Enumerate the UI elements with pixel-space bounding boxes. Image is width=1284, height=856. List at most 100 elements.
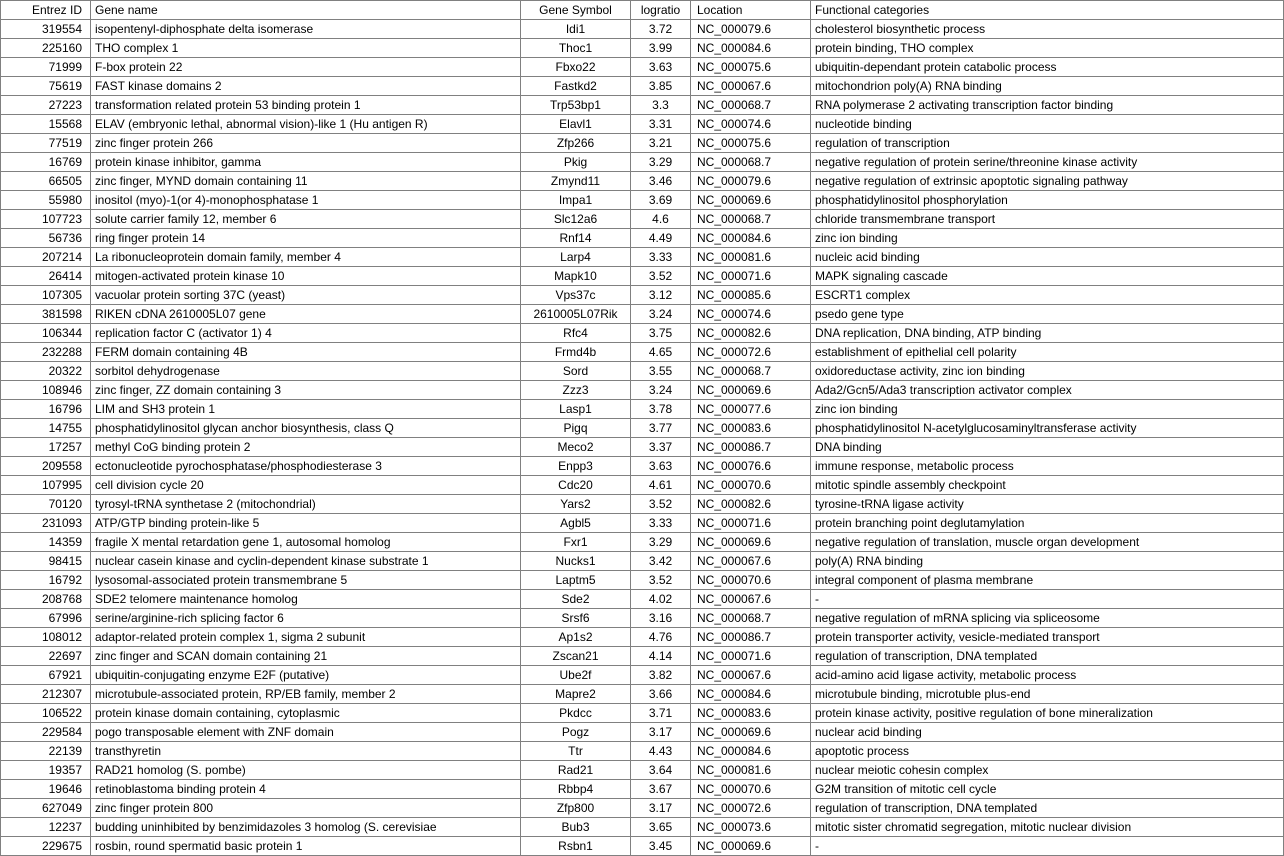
cell-logratio: 3.45	[631, 837, 691, 856]
cell-symbol: Thoc1	[521, 39, 631, 58]
cell-logratio: 3.67	[631, 780, 691, 799]
cell-symbol: Fbxo22	[521, 58, 631, 77]
header-gene-name: Gene name	[91, 1, 521, 20]
cell-location: NC_000073.6	[691, 818, 811, 837]
cell-name: ectonucleotide pyrochosphatase/phosphodi…	[91, 457, 521, 476]
cell-func: negative regulation of extrinsic apoptot…	[811, 172, 1284, 191]
cell-location: NC_000069.6	[691, 381, 811, 400]
cell-name: lysosomal-associated protein transmembra…	[91, 571, 521, 590]
cell-func: protein transporter activity, vesicle-me…	[811, 628, 1284, 647]
cell-entrez: 98415	[1, 552, 91, 571]
cell-symbol: Lasp1	[521, 400, 631, 419]
table-row: 229675rosbin, round spermatid basic prot…	[1, 837, 1284, 856]
table-body: 319554isopentenyl-diphosphate delta isom…	[1, 20, 1284, 856]
cell-func: regulation of transcription, DNA templat…	[811, 799, 1284, 818]
table-row: 108946zinc finger, ZZ domain containing …	[1, 381, 1284, 400]
cell-name: isopentenyl-diphosphate delta isomerase	[91, 20, 521, 39]
cell-name: fragile X mental retardation gene 1, aut…	[91, 533, 521, 552]
table-row: 229584pogo transposable element with ZNF…	[1, 723, 1284, 742]
cell-name: adaptor-related protein complex 1, sigma…	[91, 628, 521, 647]
cell-name: methyl CoG binding protein 2	[91, 438, 521, 457]
cell-logratio: 3.37	[631, 438, 691, 457]
cell-symbol: Ap1s2	[521, 628, 631, 647]
header-gene-symbol: Gene Symbol	[521, 1, 631, 20]
cell-entrez: 107723	[1, 210, 91, 229]
cell-func: psedo gene type	[811, 305, 1284, 324]
table-row: 71999F-box protein 22Fbxo223.63NC_000075…	[1, 58, 1284, 77]
cell-symbol: Zscan21	[521, 647, 631, 666]
cell-entrez: 229675	[1, 837, 91, 856]
cell-func: nuclear meiotic cohesin complex	[811, 761, 1284, 780]
cell-entrez: 14359	[1, 533, 91, 552]
cell-func: nucleic acid binding	[811, 248, 1284, 267]
cell-name: transformation related protein 53 bindin…	[91, 96, 521, 115]
cell-symbol: Rnf14	[521, 229, 631, 248]
table-row: 16792lysosomal-associated protein transm…	[1, 571, 1284, 590]
cell-symbol: Elavl1	[521, 115, 631, 134]
cell-func: phosphatidylinositol phosphorylation	[811, 191, 1284, 210]
cell-entrez: 19357	[1, 761, 91, 780]
table-row: 232288FERM domain containing 4BFrmd4b4.6…	[1, 343, 1284, 362]
cell-logratio: 3.17	[631, 723, 691, 742]
cell-name: microtubule-associated protein, RP/EB fa…	[91, 685, 521, 704]
cell-func: -	[811, 590, 1284, 609]
table-row: 627049zinc finger protein 800Zfp8003.17N…	[1, 799, 1284, 818]
cell-symbol: Trp53bp1	[521, 96, 631, 115]
cell-location: NC_000068.7	[691, 153, 811, 172]
cell-name: budding uninhibited by benzimidazoles 3 …	[91, 818, 521, 837]
cell-func: poly(A) RNA binding	[811, 552, 1284, 571]
cell-location: NC_000079.6	[691, 20, 811, 39]
cell-logratio: 3.72	[631, 20, 691, 39]
cell-name: protein kinase inhibitor, gamma	[91, 153, 521, 172]
cell-location: NC_000076.6	[691, 457, 811, 476]
cell-symbol: Laptm5	[521, 571, 631, 590]
cell-entrez: 16769	[1, 153, 91, 172]
table-row: 19646retinoblastoma binding protein 4Rbb…	[1, 780, 1284, 799]
cell-logratio: 3.82	[631, 666, 691, 685]
cell-entrez: 12237	[1, 818, 91, 837]
cell-logratio: 3.63	[631, 457, 691, 476]
cell-logratio: 3.33	[631, 248, 691, 267]
cell-func: mitotic spindle assembly checkpoint	[811, 476, 1284, 495]
cell-symbol: Zfp266	[521, 134, 631, 153]
cell-logratio: 3.46	[631, 172, 691, 191]
cell-entrez: 71999	[1, 58, 91, 77]
cell-logratio: 3.75	[631, 324, 691, 343]
cell-func: acid-amino acid ligase activity, metabol…	[811, 666, 1284, 685]
cell-name: F-box protein 22	[91, 58, 521, 77]
table-row: 16796LIM and SH3 protein 1Lasp13.78NC_00…	[1, 400, 1284, 419]
cell-func: MAPK signaling cascade	[811, 267, 1284, 286]
cell-func: tyrosine-tRNA ligase activity	[811, 495, 1284, 514]
cell-func: G2M transition of mitotic cell cycle	[811, 780, 1284, 799]
cell-name: retinoblastoma binding protein 4	[91, 780, 521, 799]
cell-func: protein kinase activity, positive regula…	[811, 704, 1284, 723]
cell-symbol: Slc12a6	[521, 210, 631, 229]
cell-logratio: 3.29	[631, 533, 691, 552]
cell-entrez: 208768	[1, 590, 91, 609]
cell-name: pogo transposable element with ZNF domai…	[91, 723, 521, 742]
cell-func: regulation of transcription	[811, 134, 1284, 153]
cell-location: NC_000070.6	[691, 780, 811, 799]
cell-location: NC_000075.6	[691, 58, 811, 77]
cell-entrez: 108012	[1, 628, 91, 647]
cell-symbol: Zmynd11	[521, 172, 631, 191]
cell-symbol: Pkdcc	[521, 704, 631, 723]
cell-name: zinc finger and SCAN domain containing 2…	[91, 647, 521, 666]
cell-symbol: Cdc20	[521, 476, 631, 495]
cell-entrez: 17257	[1, 438, 91, 457]
table-row: 27223transformation related protein 53 b…	[1, 96, 1284, 115]
table-row: 209558ectonucleotide pyrochosphatase/pho…	[1, 457, 1284, 476]
cell-entrez: 16792	[1, 571, 91, 590]
cell-symbol: Rsbn1	[521, 837, 631, 856]
cell-location: NC_000069.6	[691, 533, 811, 552]
table-row: 26414mitogen-activated protein kinase 10…	[1, 267, 1284, 286]
cell-logratio: 3.52	[631, 267, 691, 286]
cell-name: zinc finger protein 266	[91, 134, 521, 153]
cell-logratio: 3.52	[631, 571, 691, 590]
cell-location: NC_000077.6	[691, 400, 811, 419]
cell-entrez: 106344	[1, 324, 91, 343]
cell-func: regulation of transcription, DNA templat…	[811, 647, 1284, 666]
cell-logratio: 3.3	[631, 96, 691, 115]
cell-location: NC_000084.6	[691, 39, 811, 58]
cell-name: cell division cycle 20	[91, 476, 521, 495]
